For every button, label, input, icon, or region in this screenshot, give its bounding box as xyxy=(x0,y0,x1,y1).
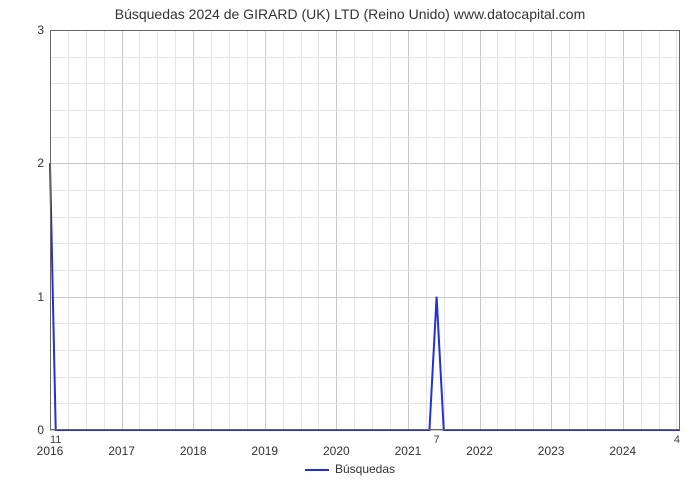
x-tick-label: 2019 xyxy=(251,430,278,458)
line-series xyxy=(50,30,680,430)
x-tick-label: 2021 xyxy=(395,430,422,458)
plot-area: 2016201720182019202020212022202320240123… xyxy=(50,30,680,430)
endpoint-label: 11 xyxy=(50,434,61,446)
legend-swatch xyxy=(305,469,329,471)
x-tick-label: 2024 xyxy=(609,430,636,458)
chart-title: Búsquedas 2024 de GIRARD (UK) LTD (Reino… xyxy=(0,6,700,22)
series-path xyxy=(50,163,680,430)
x-tick-label: 2022 xyxy=(466,430,493,458)
endpoint-label: 7 xyxy=(434,434,440,446)
legend: Búsquedas xyxy=(0,462,700,476)
x-tick-label: 2023 xyxy=(538,430,565,458)
legend-label: Búsquedas xyxy=(335,462,395,476)
chart-container: Búsquedas 2024 de GIRARD (UK) LTD (Reino… xyxy=(0,0,700,500)
x-tick-label: 2017 xyxy=(108,430,135,458)
x-tick-label: 2018 xyxy=(180,430,207,458)
y-tick-label: 0 xyxy=(37,423,50,437)
y-tick-label: 2 xyxy=(37,156,50,170)
x-tick-label: 2020 xyxy=(323,430,350,458)
endpoint-label: 4 xyxy=(674,434,680,446)
y-tick-label: 3 xyxy=(37,23,50,37)
y-tick-label: 1 xyxy=(37,290,50,304)
